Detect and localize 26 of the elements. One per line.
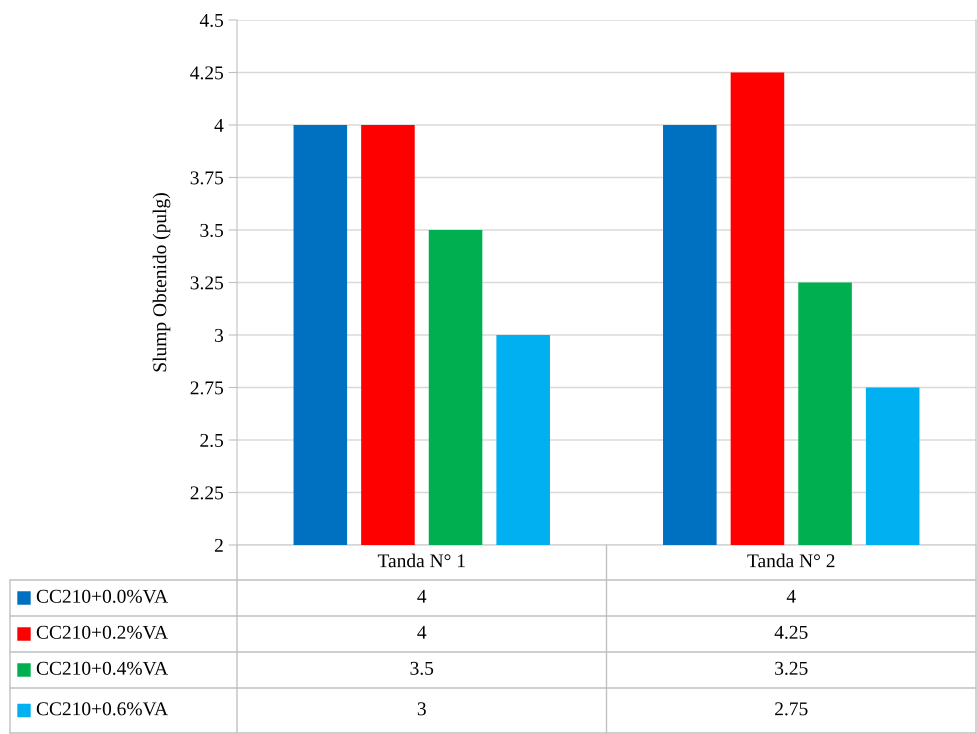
y-tick-label: 4.25 (190, 66, 224, 80)
y-tick-label: 2.25 (190, 486, 224, 500)
y-tick-label: 3.25 (190, 276, 224, 290)
x-tick-label: Tanda N° 1 (378, 554, 465, 568)
legend-label: CC210+0.2%VA (36, 626, 168, 639)
y-tick-label: 3.75 (190, 171, 224, 185)
legend-label: CC210+0.4%VA (36, 662, 168, 675)
y-tick-label: 3 (215, 328, 224, 342)
data-label: 4.25 (774, 626, 808, 639)
legend-label: CC210+0.0%VA (36, 590, 168, 603)
y-tick-label: 2.75 (190, 381, 224, 395)
data-label: 3.5 (410, 662, 434, 675)
data-label: 4 (417, 590, 426, 603)
y-axis-title: Slump Obtenido (pulg) (152, 193, 170, 372)
data-label: 2.75 (775, 702, 808, 716)
y-tick-label: 2.5 (200, 434, 224, 448)
data-label: 3 (418, 702, 426, 716)
data-label: 4 (786, 590, 796, 603)
legend-label: CC210+0.6%VA (36, 702, 168, 716)
y-tick-label: 2 (214, 538, 223, 552)
y-tick-label: 4 (214, 118, 224, 132)
data-label: 3.25 (775, 662, 808, 675)
y-tick-label: 3.5 (200, 224, 224, 238)
data-label: 4 (417, 626, 426, 639)
y-tick-label: 4.5 (200, 14, 224, 28)
x-tick-label: Tanda N° 2 (747, 554, 834, 568)
